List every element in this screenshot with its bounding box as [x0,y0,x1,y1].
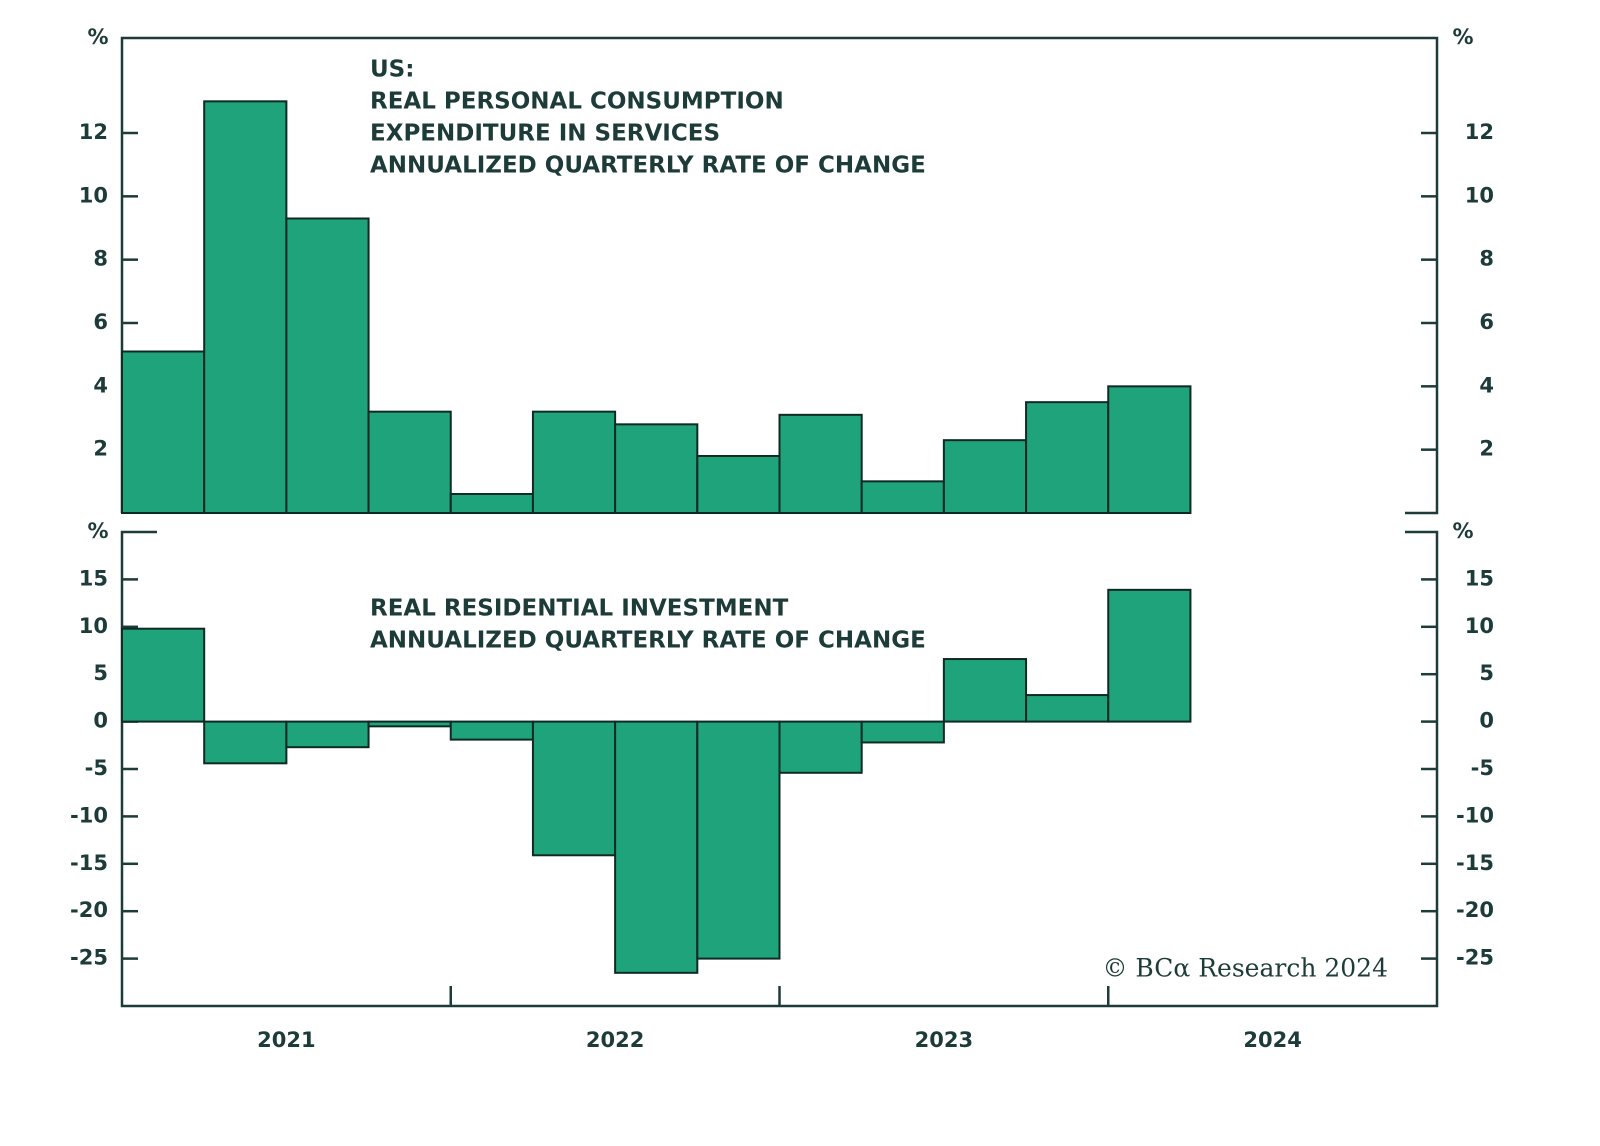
y-tick-label: 10 [79,614,108,638]
y-tick-label: 10 [79,183,108,207]
y-tick-label: 5 [93,661,108,685]
unit-label: % [1452,25,1473,49]
y2-tick-label: 12 [1465,120,1494,144]
bar [1025,694,1110,723]
bar [614,720,699,974]
y-tick-label: 12 [79,120,108,144]
bar [367,720,452,728]
unit-label: % [1452,519,1473,543]
y2-tick-label: 15 [1465,566,1494,590]
y-tick-label: 4 [93,373,108,397]
bar [531,410,617,514]
bar [1107,385,1192,515]
bar [1025,401,1110,514]
bar [614,423,699,515]
y2-tick-label: -20 [1456,898,1494,922]
bar [285,720,370,749]
unit-label: % [87,519,108,543]
y2-tick-label: -25 [1456,946,1494,970]
x-tick-label: 2021 [257,1028,315,1052]
source: © BCα Research 2024 [1102,954,1388,983]
y2-tick-label: -10 [1456,803,1494,827]
chart-title: EXPENDITURE IN SERVICES [370,121,720,147]
bar [367,410,452,514]
bar [449,493,534,514]
y2-tick-label: 8 [1479,247,1494,271]
y2-tick-label: 10 [1465,183,1494,207]
y2-tick-label: 6 [1479,310,1494,334]
y-tick-label: 8 [93,247,108,271]
bar [778,413,863,515]
y2-tick-label: -5 [1471,756,1494,780]
bar [942,439,1028,514]
y-tick-label: 15 [79,566,108,590]
y2-tick-label: 5 [1479,661,1494,685]
bar [203,720,288,765]
y2-tick-label: 10 [1465,614,1494,638]
x-tick-label: 2024 [1243,1028,1301,1052]
chart-title: ANNUALIZED QUARTERLY RATE OF CHANGE [370,153,926,179]
y-tick-label: 6 [93,310,108,334]
x-tick-label: 2022 [586,1028,644,1052]
bar [449,720,534,741]
y-tick-label: 0 [93,709,108,733]
y2-tick-label: 4 [1479,373,1494,397]
bar [121,350,206,514]
chart-title: REAL RESIDENTIAL INVESTMENT [370,596,789,622]
bar [860,480,945,515]
bar [203,100,288,514]
y2-tick-label: 0 [1479,709,1494,733]
y2-tick-label: 2 [1479,437,1494,461]
y-tick-label: -5 [85,756,108,780]
bar [778,720,863,774]
y-tick-label: -25 [70,946,108,970]
bar [696,720,781,960]
y-tick-label: -10 [70,803,108,827]
bar [1107,588,1192,723]
unit-label: % [87,25,108,49]
y-tick-label: -20 [70,898,108,922]
chart-title: REAL PERSONAL CONSUMPTION [370,89,784,115]
bar [942,658,1028,723]
bar [531,720,617,857]
bar [696,455,781,514]
chart-title: US: [370,57,414,83]
bar [285,217,370,514]
bar [121,627,206,723]
x-tick-label: 2023 [915,1028,973,1052]
chart-title: ANNUALIZED QUARTERLY RATE OF CHANGE [370,628,926,654]
bar [860,720,945,744]
y-tick-label: -15 [70,851,108,875]
y-tick-label: 2 [93,437,108,461]
y2-tick-label: -15 [1456,851,1494,875]
